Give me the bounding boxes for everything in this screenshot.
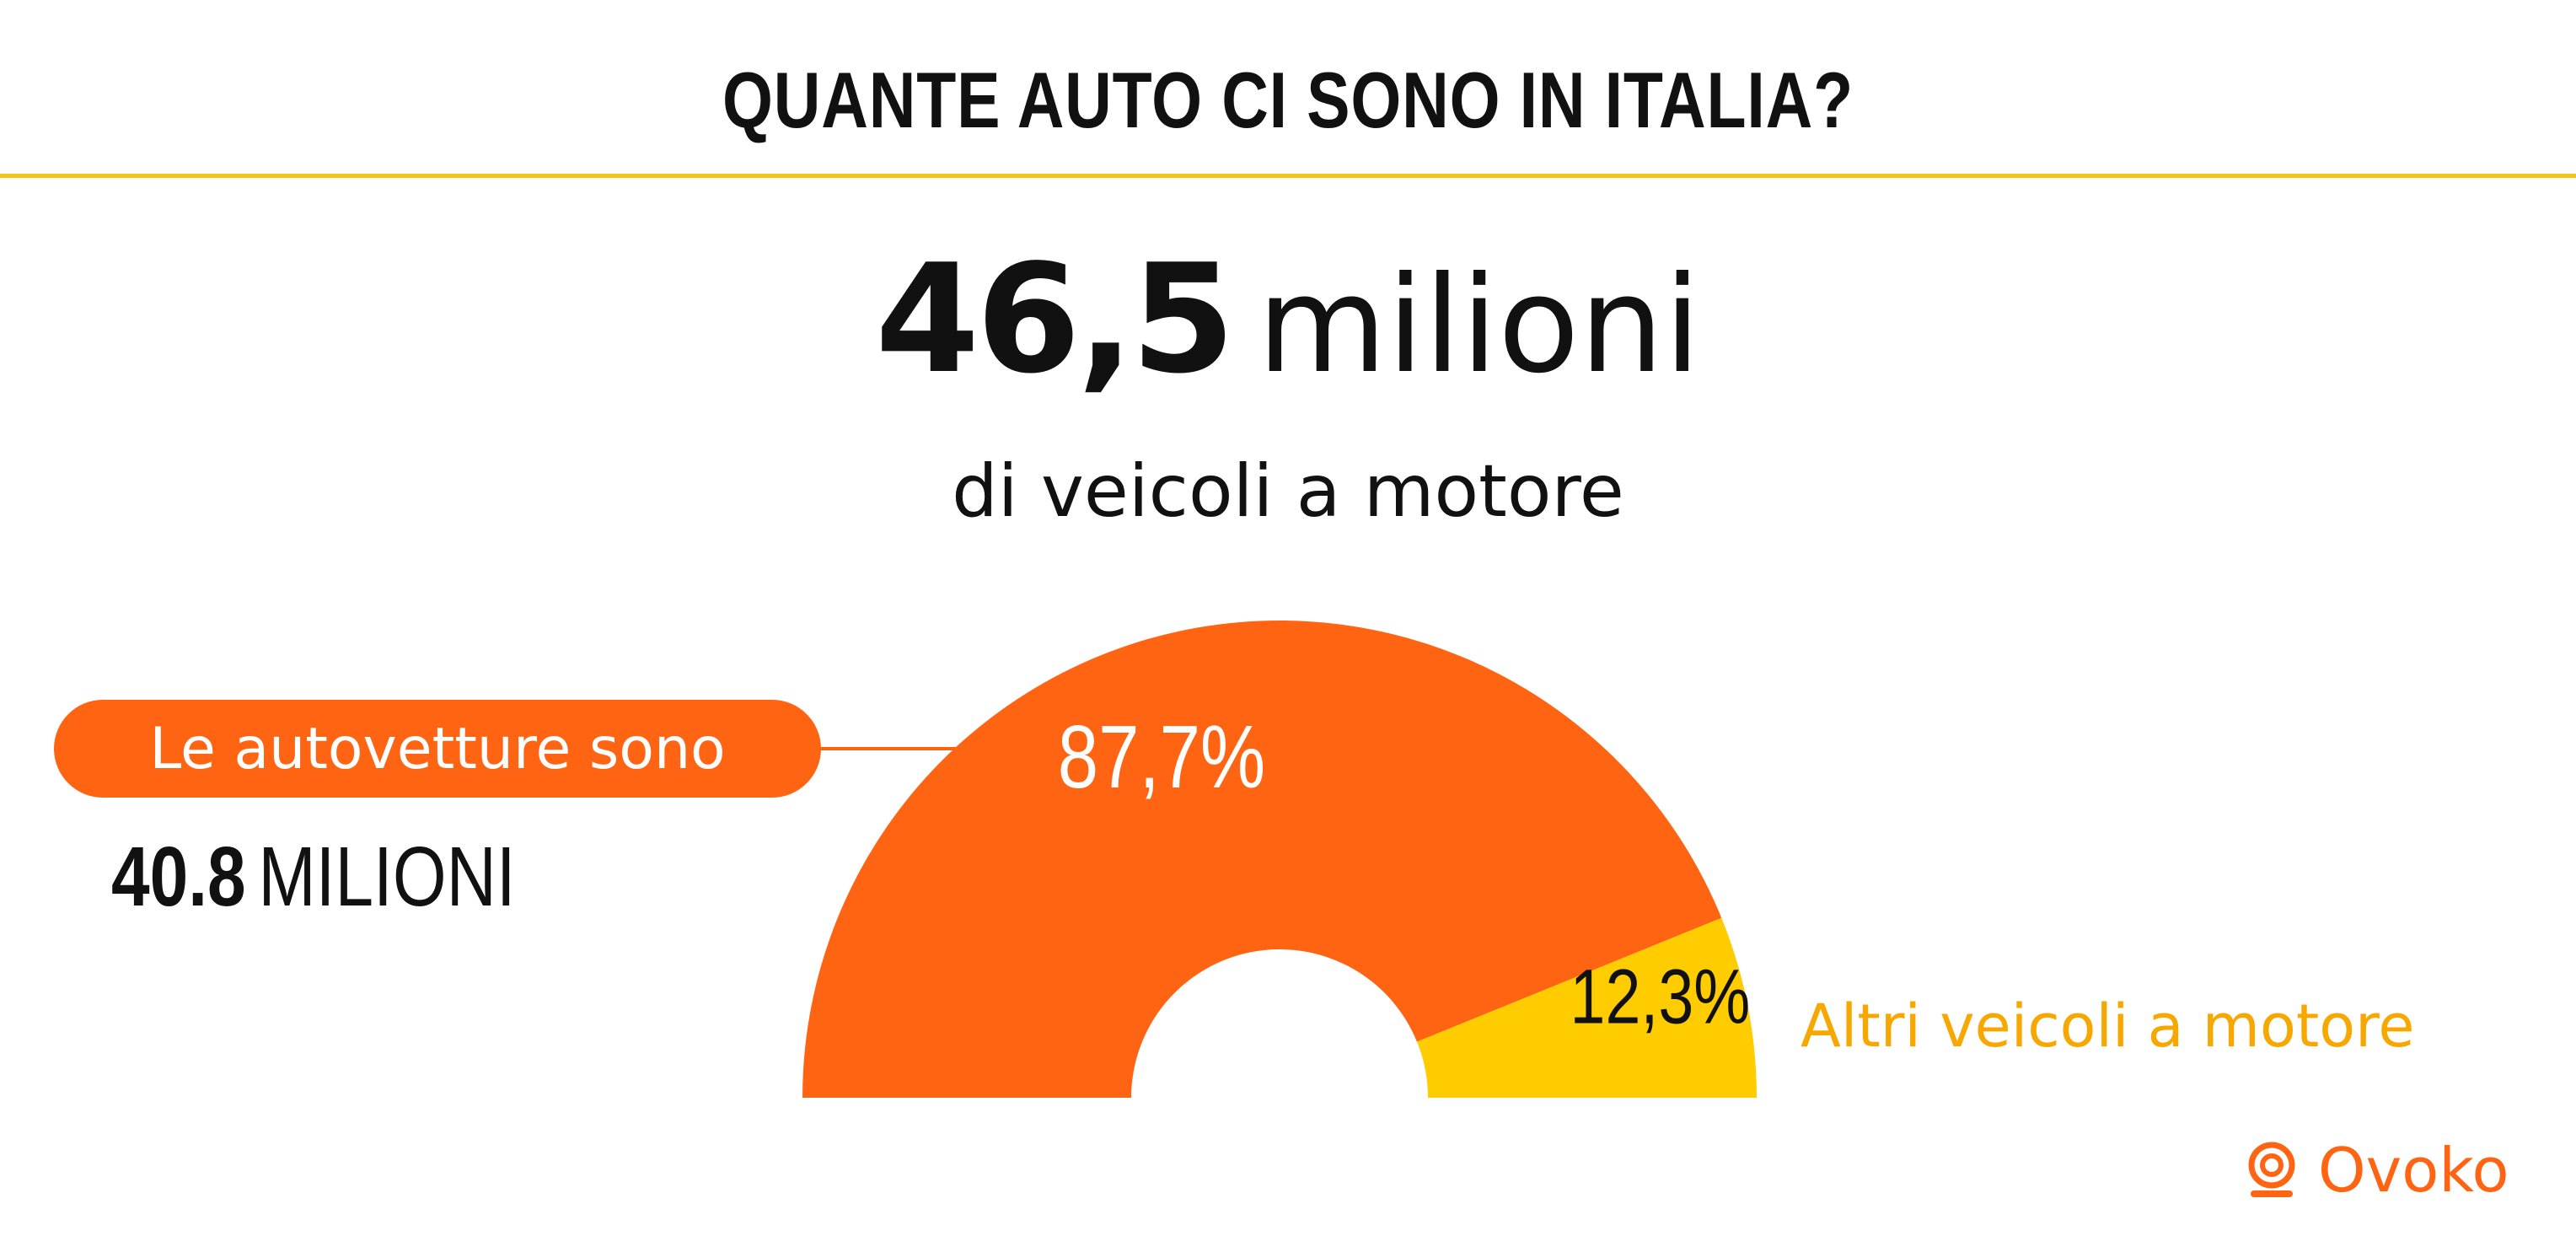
callout-left-unit: MILIONI bbox=[258, 830, 516, 924]
brand-logo: Ovoko bbox=[2242, 1137, 2509, 1204]
ovoko-logo-icon bbox=[2248, 1142, 2295, 1197]
brand-name: Ovoko bbox=[2318, 1135, 2509, 1206]
headline-unit: milioni bbox=[1257, 248, 1701, 403]
callout-left-label: Le autovetture sono bbox=[54, 700, 821, 798]
donut-slice-2 bbox=[1417, 917, 1757, 1098]
title-divider bbox=[0, 174, 2576, 178]
headline-number: 46,5 bbox=[875, 232, 1235, 406]
donut-value-label-2: 12,3% bbox=[1570, 954, 1751, 1040]
chart-title: QUANTE AUTO CI SONO IN ITALIA? bbox=[722, 56, 1854, 144]
callout-right-label: Altri veicoli a motore bbox=[1801, 991, 2415, 1061]
donut-slice-1 bbox=[802, 621, 1722, 1098]
headline: 46,5 milioni bbox=[0, 245, 2576, 395]
headline-subtitle: di veicoli a motore bbox=[952, 449, 1624, 534]
callout-left-value: 40.8 bbox=[111, 830, 246, 924]
donut-value-label-1: 87,7% bbox=[1058, 707, 1265, 807]
callout-left-count: 40.8 MILIONI bbox=[111, 835, 516, 919]
